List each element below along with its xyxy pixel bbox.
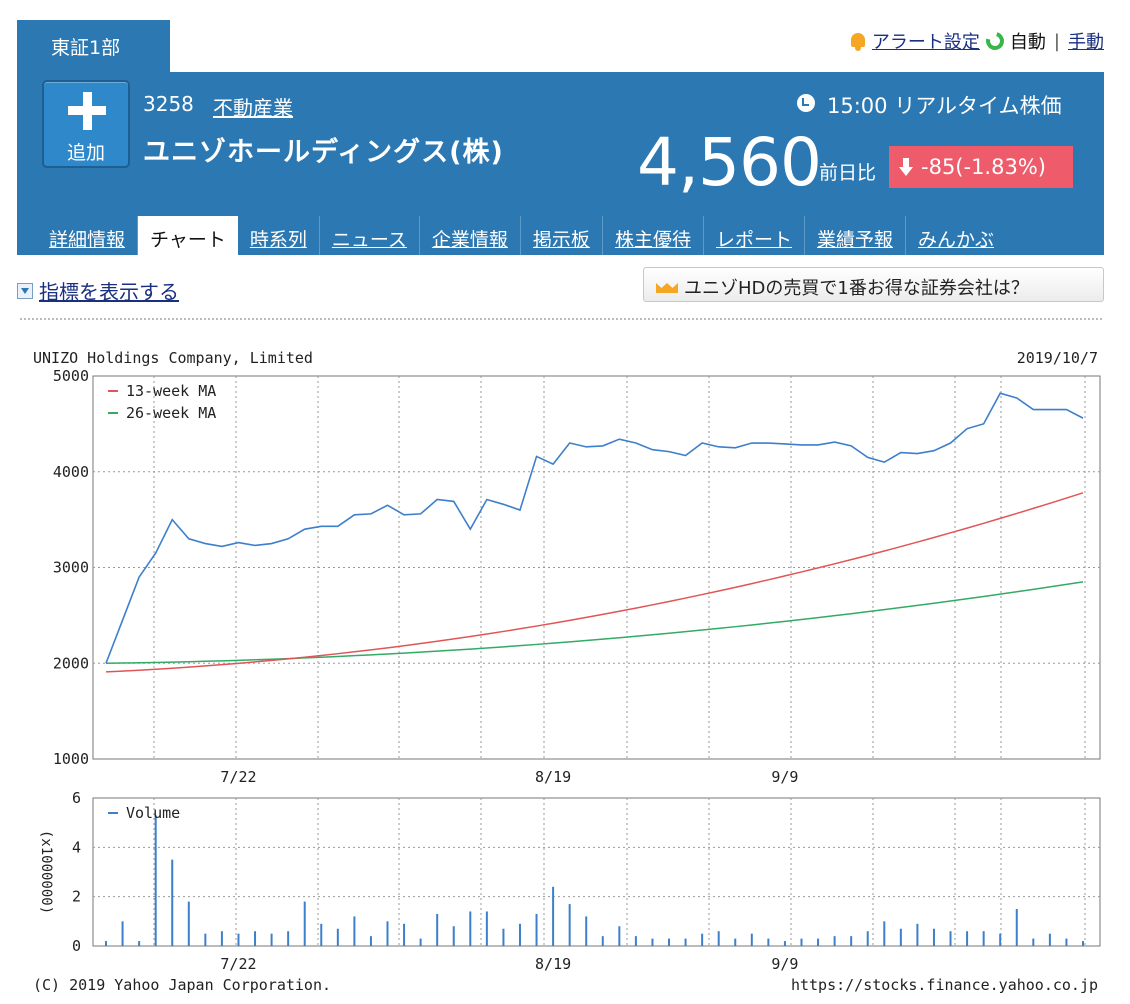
legend-volume: Volume bbox=[126, 804, 180, 822]
legend-ma13: 13-week MA bbox=[126, 382, 216, 400]
market-label: 東証1部 bbox=[51, 37, 121, 59]
source-url: https://stocks.finance.yahoo.co.jp bbox=[791, 976, 1098, 994]
tab-forecast[interactable]: 業績予報 bbox=[805, 216, 906, 255]
volume-y-tick-label: 6 bbox=[72, 789, 81, 807]
stock-price: 4,560 bbox=[637, 124, 822, 201]
add-portfolio-button[interactable]: 追加 bbox=[42, 80, 130, 168]
divider bbox=[20, 318, 1102, 320]
price-chart: 1000 2000 3000 4000 5000 7/22 8/19 9/9 UNIZO Hol… bbox=[33, 349, 1101, 786]
tab-benefits[interactable]: 株主優待 bbox=[603, 216, 704, 255]
realtime-label: 15:00 リアルタイム株価 bbox=[827, 94, 1062, 118]
broker-promo-button[interactable]: ユニゾHDの売買で1番お得な証券会社は？ bbox=[643, 267, 1104, 302]
top-links: アラート設定 自動 | 手動 bbox=[850, 28, 1104, 54]
volume-ylabel: (x1000000) bbox=[38, 830, 54, 914]
industry-link[interactable]: 不動産業 bbox=[213, 96, 293, 120]
volume-x-tick-label: 7/22 bbox=[220, 955, 256, 973]
clock-icon bbox=[797, 94, 815, 112]
auto-refresh-label: 自動 bbox=[1009, 32, 1046, 53]
ma26-line bbox=[105, 581, 1084, 664]
manual-refresh-link[interactable]: 手動 bbox=[1068, 32, 1104, 53]
dropdown-icon bbox=[17, 282, 33, 299]
y-tick-label: 5000 bbox=[53, 367, 89, 385]
tab-history[interactable]: 時系列 bbox=[238, 216, 320, 255]
volume-x-tick-label: 8/19 bbox=[535, 955, 571, 973]
stock-code: 3258 bbox=[143, 92, 194, 116]
volume-y-tick-label: 4 bbox=[72, 838, 81, 856]
x-tick-label: 8/19 bbox=[535, 768, 571, 786]
plot-area bbox=[92, 375, 1101, 760]
price-change-value: -85(-1.83%) bbox=[921, 155, 1046, 179]
y-tick-label: 1000 bbox=[53, 750, 89, 768]
volume-x-tick-label: 9/9 bbox=[771, 955, 798, 973]
legend-ma26: 26-week MA bbox=[126, 404, 216, 422]
indicator-toggle-link[interactable]: 指標を表示する bbox=[39, 280, 179, 304]
volume-y-tick-label: 0 bbox=[72, 937, 81, 955]
price-line bbox=[105, 392, 1084, 664]
market-tab: 東証1部 bbox=[17, 20, 170, 74]
volume-y-tick-label: 2 bbox=[72, 888, 81, 906]
x-tick-label: 9/9 bbox=[771, 768, 798, 786]
tab-nav: 詳細情報 チャート 時系列 ニュース 企業情報 掲示板 株主優待 レポート 業績… bbox=[37, 216, 1006, 255]
company-name: ユニゾホールディングス(株) bbox=[143, 137, 504, 168]
tab-company[interactable]: 企業情報 bbox=[420, 216, 521, 255]
bell-icon bbox=[850, 31, 866, 51]
tab-news[interactable]: ニュース bbox=[320, 216, 420, 255]
y-tick-label: 3000 bbox=[53, 559, 89, 577]
arrow-down-icon bbox=[899, 158, 913, 176]
x-tick-label: 7/22 bbox=[220, 768, 256, 786]
indicator-toggle[interactable]: 指標を表示する bbox=[17, 276, 179, 305]
plus-icon bbox=[68, 92, 106, 130]
chart-title: UNIZO Holdings Company, Limited bbox=[33, 349, 313, 367]
y-tick-label: 4000 bbox=[53, 463, 89, 481]
promo-label: ユニゾHDの売買で1番お得な証券会社は？ bbox=[684, 278, 1029, 299]
add-label: 追加 bbox=[66, 142, 105, 164]
tab-detail[interactable]: 詳細情報 bbox=[37, 216, 139, 255]
tab-board[interactable]: 掲示板 bbox=[521, 216, 603, 255]
prev-day-label: 前日比 bbox=[819, 162, 877, 184]
price-change-badge: -85(-1.83%) bbox=[889, 146, 1073, 188]
tab-minkabu[interactable]: みんかぶ bbox=[917, 229, 994, 251]
y-tick-label: 2000 bbox=[53, 654, 89, 672]
volume-plot-area bbox=[92, 797, 1101, 947]
volume-chart: 0 2 4 6 7/22 8/19 9/9 (x1000000) Volume bbox=[38, 789, 1101, 973]
copyright: (C) 2019 Yahoo Japan Corporation. bbox=[33, 976, 331, 994]
tab-report[interactable]: レポート bbox=[704, 216, 805, 255]
ma13-line bbox=[105, 492, 1084, 673]
stock-header: 追加 3258 不動産業 ユニゾホールディングス(株) 15:00 リアルタイム… bbox=[17, 72, 1104, 255]
separator: | bbox=[1053, 30, 1060, 52]
chart-date: 2019/10/7 bbox=[1017, 349, 1098, 367]
tab-chart[interactable]: チャート bbox=[138, 216, 238, 255]
alert-settings-link[interactable]: アラート設定 bbox=[871, 32, 980, 53]
